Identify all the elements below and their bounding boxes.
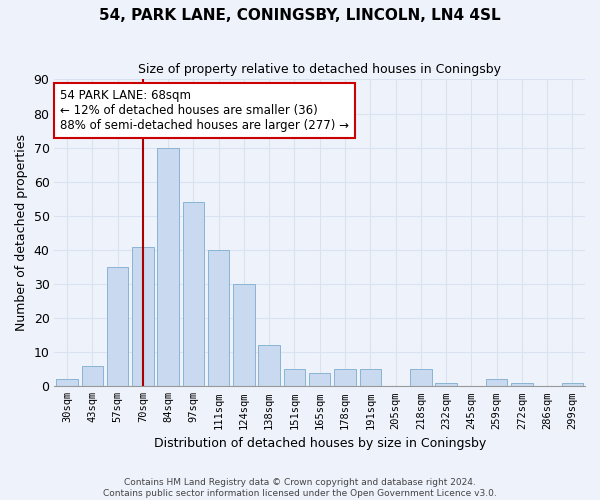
Bar — [562, 383, 583, 386]
Bar — [511, 383, 533, 386]
Bar — [56, 380, 78, 386]
Bar — [359, 370, 381, 386]
Text: 54 PARK LANE: 68sqm
← 12% of detached houses are smaller (36)
88% of semi-detach: 54 PARK LANE: 68sqm ← 12% of detached ho… — [60, 88, 349, 132]
Text: Contains HM Land Registry data © Crown copyright and database right 2024.
Contai: Contains HM Land Registry data © Crown c… — [103, 478, 497, 498]
X-axis label: Distribution of detached houses by size in Coningsby: Distribution of detached houses by size … — [154, 437, 486, 450]
Bar — [82, 366, 103, 386]
Bar — [309, 372, 331, 386]
Bar — [132, 246, 154, 386]
Bar — [486, 380, 508, 386]
Bar — [182, 202, 204, 386]
Bar — [157, 148, 179, 386]
Bar — [107, 267, 128, 386]
Bar — [334, 370, 356, 386]
Text: 54, PARK LANE, CONINGSBY, LINCOLN, LN4 4SL: 54, PARK LANE, CONINGSBY, LINCOLN, LN4 4… — [99, 8, 501, 22]
Title: Size of property relative to detached houses in Coningsby: Size of property relative to detached ho… — [138, 62, 501, 76]
Bar — [233, 284, 254, 386]
Bar — [435, 383, 457, 386]
Bar — [410, 370, 431, 386]
Bar — [284, 370, 305, 386]
Bar — [208, 250, 229, 386]
Bar — [259, 346, 280, 387]
Y-axis label: Number of detached properties: Number of detached properties — [15, 134, 28, 332]
